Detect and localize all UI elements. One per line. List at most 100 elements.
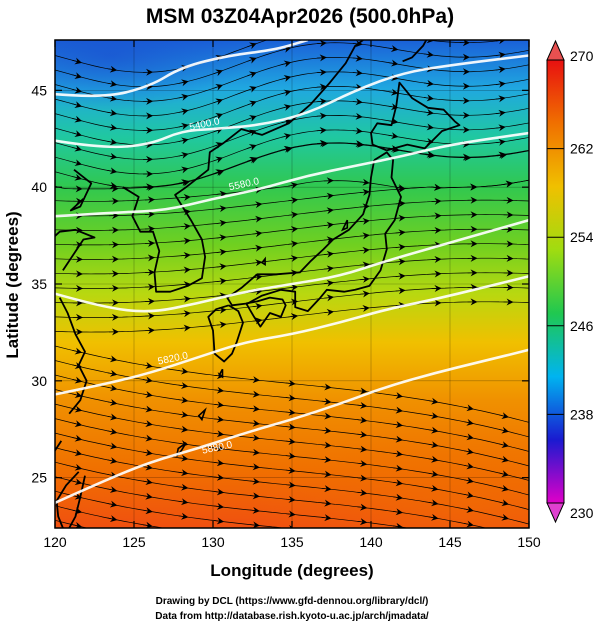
coastline (55, 228, 96, 271)
wind-arrow (72, 449, 83, 457)
wind-arrow (428, 426, 439, 434)
wind-arrow (216, 248, 227, 256)
wind-arrow (357, 460, 368, 468)
wind-arrow (180, 237, 191, 245)
wind-arrow (464, 552, 473, 554)
wind-arrow (388, 45, 399, 53)
wind-arrow (357, 445, 368, 453)
wind-arrow (316, 97, 327, 105)
wind-arrow (288, 196, 299, 204)
wind-arrow (285, 481, 296, 489)
wind-arrow (393, 479, 403, 487)
wind-arrow (321, 456, 332, 464)
map-title: MSM 03Z04Apr2026 (500.0hPa) (146, 5, 454, 28)
wind-arrow (178, 469, 189, 477)
island-outline (260, 256, 266, 267)
wind-arrow (357, 416, 368, 424)
wind-arrow (107, 486, 118, 493)
colorbar-body (546, 59, 565, 504)
wind-arrow (395, 272, 406, 280)
wind-arrow (249, 376, 260, 384)
wind-arrow (288, 182, 299, 190)
wind-arrow (321, 383, 332, 391)
wind-arrow (424, 94, 434, 102)
wind-arrow (357, 431, 368, 438)
wind-arrow (321, 412, 332, 420)
wind-arrow (463, 506, 474, 513)
wind-arrow (531, 48, 540, 50)
wind-arrow (316, 40, 327, 47)
wind-arrow (424, 150, 434, 158)
wind-arrow (142, 362, 153, 369)
wind-arrow (499, 426, 509, 434)
wind-arrow (247, 86, 257, 93)
wind-arrow (107, 515, 118, 523)
wind-arrow (178, 93, 189, 101)
wind-arrow (178, 151, 189, 159)
wind-arrow (72, 130, 83, 138)
credit-data: Data from http://database.rish.kyoto-u.a… (155, 611, 429, 622)
streamline (55, 225, 529, 263)
wind-arrow (214, 459, 225, 467)
wind-arrow (531, 92, 540, 94)
colorbar-tick-label: 270 (570, 48, 594, 64)
wind-arrow (428, 470, 439, 478)
wind-arrow (495, 80, 506, 88)
wind-arrow (495, 109, 506, 117)
wind-arrow (431, 183, 442, 191)
wind-arrow (495, 51, 506, 59)
coastline (207, 304, 244, 363)
wind-arrow (107, 500, 118, 508)
wind-arrow (285, 452, 296, 460)
wind-arrow (178, 166, 189, 174)
wind-arrow (214, 386, 225, 394)
wind-arrow (107, 442, 118, 450)
wind-arrow (357, 387, 368, 395)
x-axis-ticks: 120 125 130 135 140 145 150 (43, 40, 541, 550)
wind-arrow (142, 449, 153, 457)
wind-arrow (216, 219, 227, 227)
wind-arrow (72, 144, 83, 152)
wind-arrow (429, 531, 438, 533)
wind-arrow (286, 557, 295, 558)
wind-arrow (281, 89, 292, 97)
coastline (55, 440, 63, 453)
wind-arrow (359, 232, 370, 240)
wind-arrow (281, 104, 292, 111)
coastline (402, 40, 428, 63)
x-tick-label: 150 (517, 534, 541, 550)
streamline (55, 389, 529, 467)
coastline (58, 297, 88, 415)
wind-arrow (321, 470, 332, 478)
wind-arrow (249, 506, 260, 514)
wind-arrow (285, 437, 296, 445)
wind-arrow (359, 246, 370, 254)
wind-arrow (213, 113, 223, 120)
wind-arrow (107, 181, 118, 189)
wind-arrow (395, 243, 406, 251)
wind-arrow (179, 545, 188, 546)
wind-arrow (72, 115, 83, 123)
wind-arrow (180, 266, 191, 274)
streamline (55, 83, 540, 134)
wind-arrow (531, 77, 540, 79)
wind-arrow (281, 145, 292, 153)
wind-arrow (142, 463, 153, 471)
wind-arrow (323, 236, 334, 244)
wind-arrow (499, 455, 509, 463)
wind-arrow (389, 34, 398, 36)
wind-arrow (180, 527, 189, 528)
wind-arrow (216, 263, 227, 271)
wind-arrow (463, 520, 474, 528)
wind-arrow (323, 207, 334, 215)
wind-arrow (321, 427, 332, 435)
wind-arrow (288, 240, 299, 248)
wind-arrow (388, 132, 399, 140)
wind-arrow (249, 521, 260, 528)
wind-arrow (323, 294, 334, 302)
coastline (69, 168, 93, 212)
wind-arrow (359, 261, 370, 269)
wind-arrow (395, 287, 406, 295)
wind-arrow (357, 503, 368, 511)
colorbar-tick-label: 238 (570, 406, 594, 422)
